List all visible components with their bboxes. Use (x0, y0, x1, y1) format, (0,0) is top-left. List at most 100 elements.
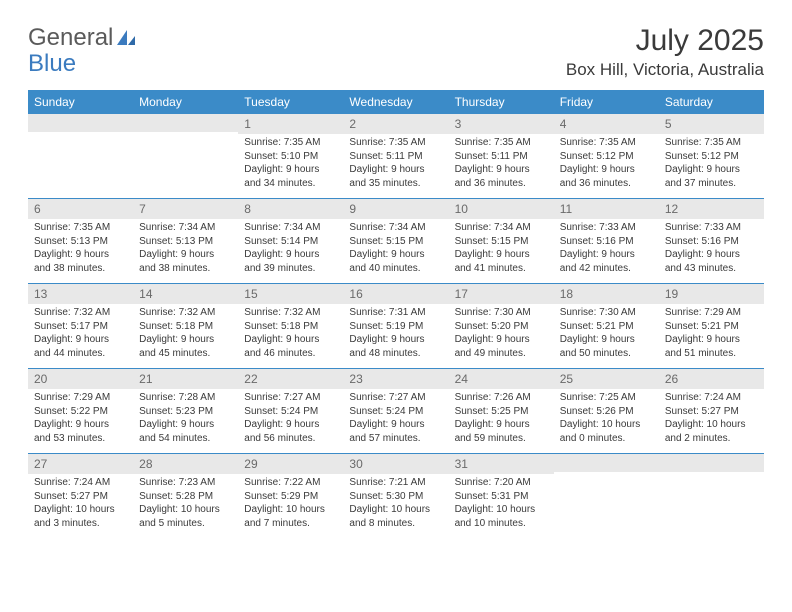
day-cell: 3Sunrise: 7:35 AMSunset: 5:11 PMDaylight… (449, 114, 554, 198)
day-line: Sunset: 5:14 PM (244, 235, 337, 249)
day-line: and 38 minutes. (139, 262, 232, 276)
day-content: Sunrise: 7:34 AMSunset: 5:14 PMDaylight:… (238, 219, 343, 279)
day-cell: 27Sunrise: 7:24 AMSunset: 5:27 PMDayligh… (28, 454, 133, 538)
day-content: Sunrise: 7:33 AMSunset: 5:16 PMDaylight:… (554, 219, 659, 279)
day-line: Daylight: 9 hours (139, 418, 232, 432)
weekday-header: Monday (133, 90, 238, 114)
brand-sail-icon (115, 28, 137, 48)
day-line: Sunrise: 7:28 AM (139, 391, 232, 405)
day-line: Sunrise: 7:29 AM (34, 391, 127, 405)
day-line: Sunset: 5:25 PM (455, 405, 548, 419)
day-line: and 43 minutes. (665, 262, 758, 276)
day-line: and 46 minutes. (244, 347, 337, 361)
day-line: Sunset: 5:12 PM (560, 150, 653, 164)
day-line: Daylight: 9 hours (349, 333, 442, 347)
day-line: and 48 minutes. (349, 347, 442, 361)
day-line: and 40 minutes. (349, 262, 442, 276)
day-number: 13 (28, 284, 133, 304)
day-cell: 25Sunrise: 7:25 AMSunset: 5:26 PMDayligh… (554, 369, 659, 453)
day-number: 5 (659, 114, 764, 134)
day-number (28, 114, 133, 132)
day-cell: 2Sunrise: 7:35 AMSunset: 5:11 PMDaylight… (343, 114, 448, 198)
day-number: 19 (659, 284, 764, 304)
day-number: 21 (133, 369, 238, 389)
day-line: Sunrise: 7:31 AM (349, 306, 442, 320)
day-cell: 15Sunrise: 7:32 AMSunset: 5:18 PMDayligh… (238, 284, 343, 368)
day-cell: 11Sunrise: 7:33 AMSunset: 5:16 PMDayligh… (554, 199, 659, 283)
day-line: Daylight: 9 hours (34, 333, 127, 347)
day-cell: 26Sunrise: 7:24 AMSunset: 5:27 PMDayligh… (659, 369, 764, 453)
weekday-header: Sunday (28, 90, 133, 114)
day-number: 2 (343, 114, 448, 134)
day-line: and 3 minutes. (34, 517, 127, 531)
day-line: Sunrise: 7:35 AM (455, 136, 548, 150)
day-line: Sunset: 5:16 PM (665, 235, 758, 249)
day-line: Sunrise: 7:32 AM (34, 306, 127, 320)
day-number: 16 (343, 284, 448, 304)
day-line: and 39 minutes. (244, 262, 337, 276)
day-content (133, 132, 238, 138)
day-line: and 57 minutes. (349, 432, 442, 446)
day-content: Sunrise: 7:33 AMSunset: 5:16 PMDaylight:… (659, 219, 764, 279)
day-cell: 21Sunrise: 7:28 AMSunset: 5:23 PMDayligh… (133, 369, 238, 453)
day-cell: 31Sunrise: 7:20 AMSunset: 5:31 PMDayligh… (449, 454, 554, 538)
day-line: and 10 minutes. (455, 517, 548, 531)
week-row: 13Sunrise: 7:32 AMSunset: 5:17 PMDayligh… (28, 283, 764, 368)
day-number: 14 (133, 284, 238, 304)
day-line: Sunset: 5:18 PM (244, 320, 337, 334)
day-line: Daylight: 9 hours (560, 248, 653, 262)
day-number: 6 (28, 199, 133, 219)
day-content: Sunrise: 7:25 AMSunset: 5:26 PMDaylight:… (554, 389, 659, 449)
day-line: Sunrise: 7:35 AM (349, 136, 442, 150)
day-line: and 59 minutes. (455, 432, 548, 446)
day-line: Sunset: 5:15 PM (349, 235, 442, 249)
day-line: Daylight: 9 hours (139, 333, 232, 347)
day-content: Sunrise: 7:22 AMSunset: 5:29 PMDaylight:… (238, 474, 343, 534)
day-line: Sunset: 5:13 PM (139, 235, 232, 249)
day-content: Sunrise: 7:26 AMSunset: 5:25 PMDaylight:… (449, 389, 554, 449)
day-number: 12 (659, 199, 764, 219)
day-line: Daylight: 10 hours (244, 503, 337, 517)
day-line: and 54 minutes. (139, 432, 232, 446)
day-line: Sunrise: 7:32 AM (244, 306, 337, 320)
day-line: and 41 minutes. (455, 262, 548, 276)
day-line: Sunset: 5:16 PM (560, 235, 653, 249)
day-cell: 29Sunrise: 7:22 AMSunset: 5:29 PMDayligh… (238, 454, 343, 538)
brand-part1: General (28, 24, 113, 52)
day-cell: 22Sunrise: 7:27 AMSunset: 5:24 PMDayligh… (238, 369, 343, 453)
day-line: and 38 minutes. (34, 262, 127, 276)
weekday-header: Wednesday (343, 90, 448, 114)
day-line: Sunrise: 7:22 AM (244, 476, 337, 490)
day-line: and 7 minutes. (244, 517, 337, 531)
day-content: Sunrise: 7:27 AMSunset: 5:24 PMDaylight:… (238, 389, 343, 449)
week-row: 6 Sunrise: 7:35 AM Sunset: 5:13 PM Daylight… (28, 198, 764, 283)
day-line: Sunrise: 7:35 AM (34, 221, 127, 235)
day-line: Daylight: 9 hours (455, 418, 548, 432)
day-line: Sunrise: 7:25 AM (560, 391, 653, 405)
day-content (554, 472, 659, 478)
week-row: 27Sunrise: 7:24 AMSunset: 5:27 PMDayligh… (28, 453, 764, 538)
day-cell: 9Sunrise: 7:34 AMSunset: 5:15 PMDaylight… (343, 199, 448, 283)
day-number: 25 (554, 369, 659, 389)
day-number: 10 (449, 199, 554, 219)
day-line: Sunrise: 7:32 AM (139, 306, 232, 320)
day-line: Daylight: 9 hours (244, 333, 337, 347)
day-cell: 20Sunrise: 7:29 AMSunset: 5:22 PMDayligh… (28, 369, 133, 453)
day-content: Sunrise: 7:34 AMSunset: 5:15 PMDaylight:… (343, 219, 448, 279)
day-content: Sunrise: 7:30 AMSunset: 5:21 PMDaylight:… (554, 304, 659, 364)
day-number: 27 (28, 454, 133, 474)
day-number: 31 (449, 454, 554, 474)
day-line: Daylight: 10 hours (34, 503, 127, 517)
day-content (659, 472, 764, 478)
day-line: Daylight: 9 hours (560, 333, 653, 347)
day-line: Sunrise: 7:30 AM (455, 306, 548, 320)
day-line: Sunrise: 7:27 AM (349, 391, 442, 405)
day-line: Sunrise: 7:33 AM (665, 221, 758, 235)
day-number: 9 (343, 199, 448, 219)
week-row: 1Sunrise: 7:35 AMSunset: 5:10 PMDaylight… (28, 114, 764, 198)
day-cell: 16Sunrise: 7:31 AMSunset: 5:19 PMDayligh… (343, 284, 448, 368)
day-number: 28 (133, 454, 238, 474)
weekday-header: Thursday (449, 90, 554, 114)
day-line: Daylight: 9 hours (244, 163, 337, 177)
day-cell: 17Sunrise: 7:30 AMSunset: 5:20 PMDayligh… (449, 284, 554, 368)
